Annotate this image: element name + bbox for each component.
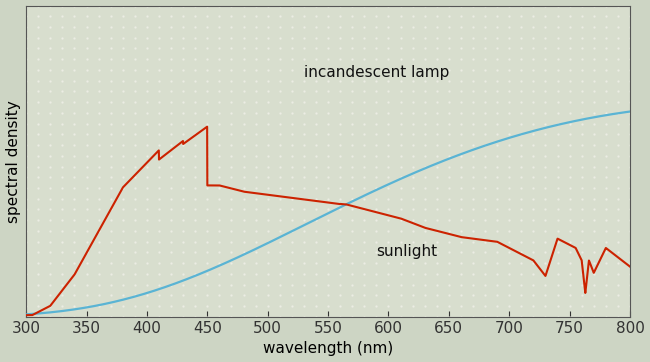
X-axis label: wavelength (nm): wavelength (nm): [263, 341, 393, 357]
Y-axis label: spectral density: spectral density: [6, 100, 21, 223]
Text: sunlight: sunlight: [376, 244, 437, 258]
Text: incandescent lamp: incandescent lamp: [304, 65, 449, 80]
